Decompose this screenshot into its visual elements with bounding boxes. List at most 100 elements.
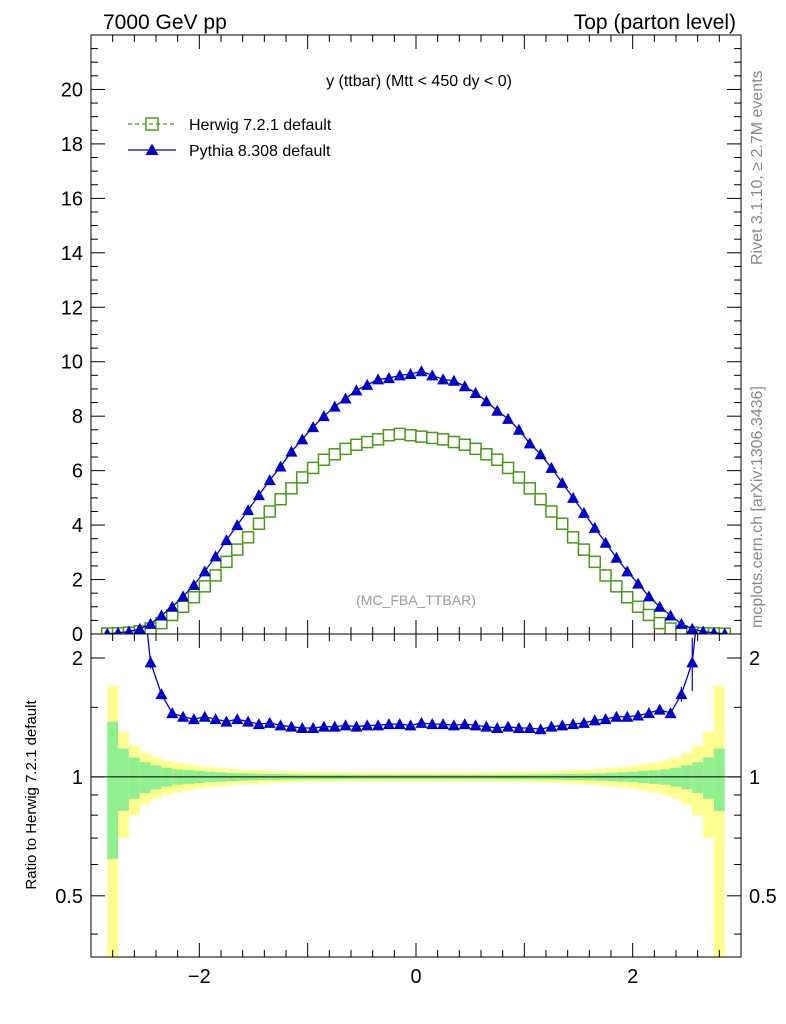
legend-pythia-marker (145, 143, 159, 155)
herwig-data-point (220, 555, 233, 569)
ratio-pythia-data-point (556, 719, 569, 731)
ratio-pythia-data-point (134, 556, 146, 567)
ratio-pythia-data-point (285, 720, 298, 732)
ratio-pythia-data-point (231, 713, 244, 725)
pythia-data-point (114, 626, 122, 634)
pythia-data-point (220, 534, 233, 546)
ratio-pythia-data-point (534, 723, 547, 735)
ratio-pythia-data-point (296, 721, 309, 733)
x-tick-label: 2 (627, 966, 638, 988)
pythia-data-point (252, 489, 265, 501)
legend-entry-pythia: Pythia 8.308 default (128, 143, 331, 160)
pythia-data-point (393, 369, 406, 381)
ratio-pythia-data-point (166, 707, 179, 719)
pythia-data-point (686, 622, 699, 634)
main-y-tick-label: 12 (61, 297, 83, 319)
header-left: 7000 GeV pp (103, 11, 227, 34)
pythia-data-point (556, 476, 569, 488)
ratio-pythia-data-point (339, 719, 352, 731)
herwig-data-point (198, 580, 211, 593)
herwig-data-point (263, 505, 276, 518)
pythia-data-point (534, 448, 547, 460)
ratio-pythia-data-point (198, 710, 211, 722)
ratio-pythia-data-point (393, 718, 406, 730)
ratio-pythia-data-point (523, 721, 536, 733)
ratio-pythia-data-point (491, 721, 504, 733)
pythia-data-point (480, 395, 493, 407)
herwig-data-point (209, 569, 222, 582)
ratio-pythia-data-point (350, 720, 363, 732)
ratio-pythia-data-point (209, 713, 222, 725)
ratio-pythia-data-point (469, 719, 482, 731)
herwig-data-point (577, 543, 591, 556)
ratio-pythia-data-point (242, 715, 255, 727)
pythia-data-point (523, 437, 536, 449)
ratio-pythia-data-point (263, 716, 276, 728)
mc-uncertainty-band-inner (139, 762, 151, 794)
ratio-pythia-data-point (155, 688, 168, 700)
ratio-y-tick-label-right: 1 (749, 767, 760, 789)
pythia-data-point (263, 474, 276, 486)
herwig-data-point (382, 428, 396, 442)
pythia-data-point (285, 445, 298, 457)
main-plot-panel: y (ttbar) (Mtt < 450 dy < 0) (MC_FBA_TTB… (61, 34, 742, 646)
main-y-tick-label: 8 (72, 406, 83, 428)
herwig-data-point (491, 453, 504, 466)
ratio-pythia-data-point (545, 720, 558, 732)
pythia-data-point (328, 400, 341, 412)
ratio-pythia-data-point (512, 721, 525, 733)
pythia-data-point (469, 387, 482, 399)
legend-pythia-label: Pythia 8.308 default (189, 143, 331, 160)
mc-uncertainty-band-inner (713, 748, 725, 811)
ratio-pythia-data-point (307, 721, 320, 733)
analysis-watermark: (MC_FBA_TTBAR) (356, 592, 476, 608)
herwig-data-point (458, 438, 471, 452)
pythia-data-point (307, 421, 320, 433)
chart-title: y (ttbar) (Mtt < 450 dy < 0) (326, 73, 512, 90)
pythia-data-point (698, 625, 708, 634)
ratio-pythia-data-point (675, 688, 688, 700)
main-y-tick-label: 20 (61, 79, 83, 101)
ratio-pythia-data-point (632, 709, 645, 721)
pythia-data-point (437, 373, 450, 385)
herwig-data-point (296, 471, 309, 484)
ratio-pythia-data-point (361, 719, 374, 731)
ratio-pythia-data-point (458, 718, 471, 730)
ratio-y-tick-label-right: 2 (749, 648, 760, 670)
pythia-data-point (361, 378, 374, 390)
main-y-tick-label: 0 (72, 624, 83, 646)
pythia-data-point (426, 369, 439, 381)
pythia-data-point (231, 519, 244, 531)
herwig-data-point (621, 590, 634, 604)
main-y-tick-label: 14 (61, 243, 83, 265)
pythia-data-point (209, 550, 222, 562)
main-y-tick-label: 16 (61, 188, 83, 210)
main-y-tick-label: 2 (72, 570, 83, 592)
pythia-data-point (242, 504, 255, 516)
pythia-data-point (721, 627, 729, 634)
herwig-data-point (545, 505, 558, 518)
herwig-data-point (469, 442, 482, 456)
herwig-data-point (556, 517, 569, 530)
ratio-pythia-data-point (274, 719, 287, 731)
ratio-pythia-data-point (144, 656, 157, 668)
header-right: Top (parton level) (574, 11, 736, 34)
pythia-series-line (107, 370, 725, 634)
herwig-data-point (306, 461, 320, 475)
herwig-data-point (653, 616, 666, 630)
pythia-data-point (144, 617, 157, 629)
pythia-data-point (588, 521, 601, 533)
ratio-y-tick-label: 2 (72, 648, 83, 670)
herwig-data-point (241, 531, 255, 544)
herwig-data-point (317, 453, 331, 466)
pythia-data-point (447, 374, 460, 386)
herwig-data-point (501, 461, 515, 475)
ratio-plot-panel: Ratio to Herwig 7.2.1 default −2 0 20.5 0.5… (23, 556, 777, 988)
pythia-data-point (415, 365, 428, 377)
herwig-data-point (176, 600, 190, 614)
herwig-data-point (610, 580, 623, 593)
pythia-data-point (675, 617, 688, 629)
herwig-data-point (534, 492, 547, 506)
herwig-data-point (599, 569, 612, 582)
